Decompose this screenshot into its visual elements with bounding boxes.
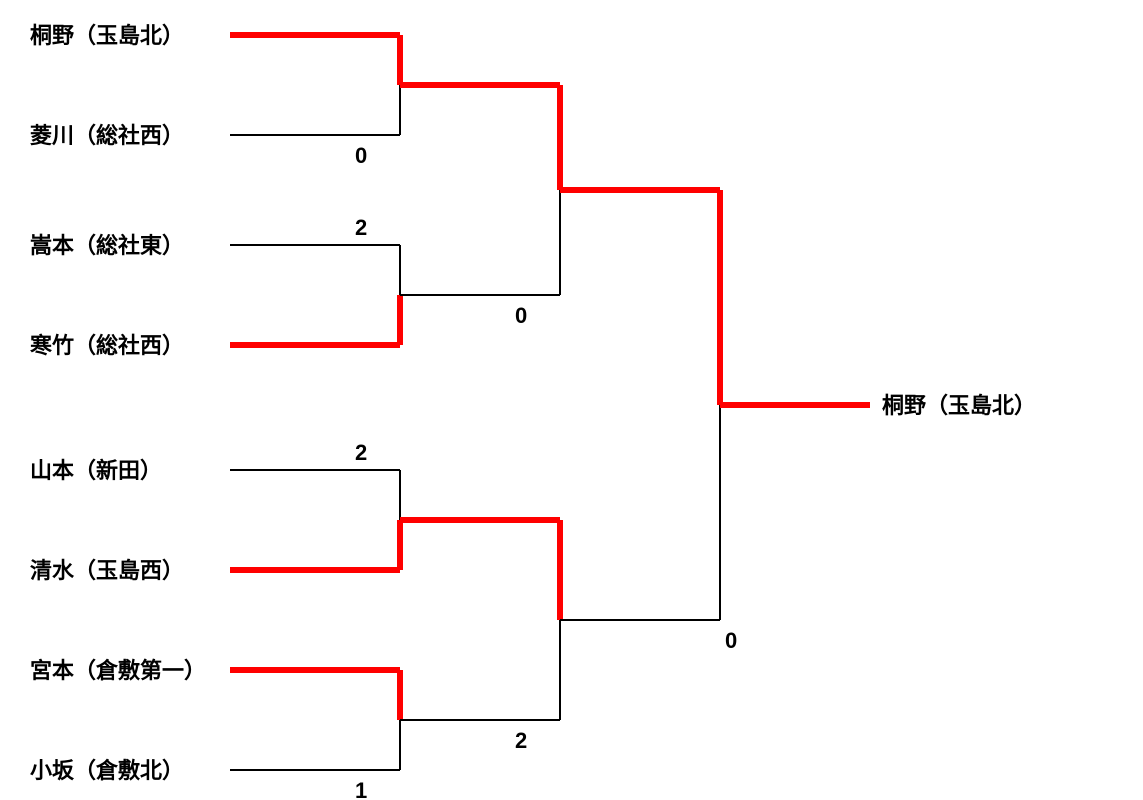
player-label: 寒竹（総社西） <box>30 333 184 358</box>
score-label: 0 <box>355 143 367 168</box>
player-label: 宮本（倉敷第一） <box>30 658 206 683</box>
score-label: 0 <box>725 628 737 653</box>
tournament-bracket: 桐野（玉島北） 菱川（総社西） 嵩本（総社東） 寒竹（総社西） 山本（新田） 清水（玉島西… <box>0 0 1143 800</box>
player-label: 小坂（倉敷北） <box>30 758 184 783</box>
champion-label: 桐野（玉島北） <box>882 393 1036 418</box>
score-label: 1 <box>355 778 367 800</box>
score-label: 2 <box>355 215 367 240</box>
score-label: 0 <box>515 303 527 328</box>
player-label: 清水（玉島西） <box>30 558 184 583</box>
player-label: 嵩本（総社東） <box>30 233 184 258</box>
score-label: 2 <box>355 440 367 465</box>
score-label: 2 <box>515 728 527 753</box>
player-label: 菱川（総社西） <box>30 123 184 148</box>
player-label: 桐野（玉島北） <box>30 23 184 48</box>
player-label: 山本（新田） <box>30 458 162 483</box>
